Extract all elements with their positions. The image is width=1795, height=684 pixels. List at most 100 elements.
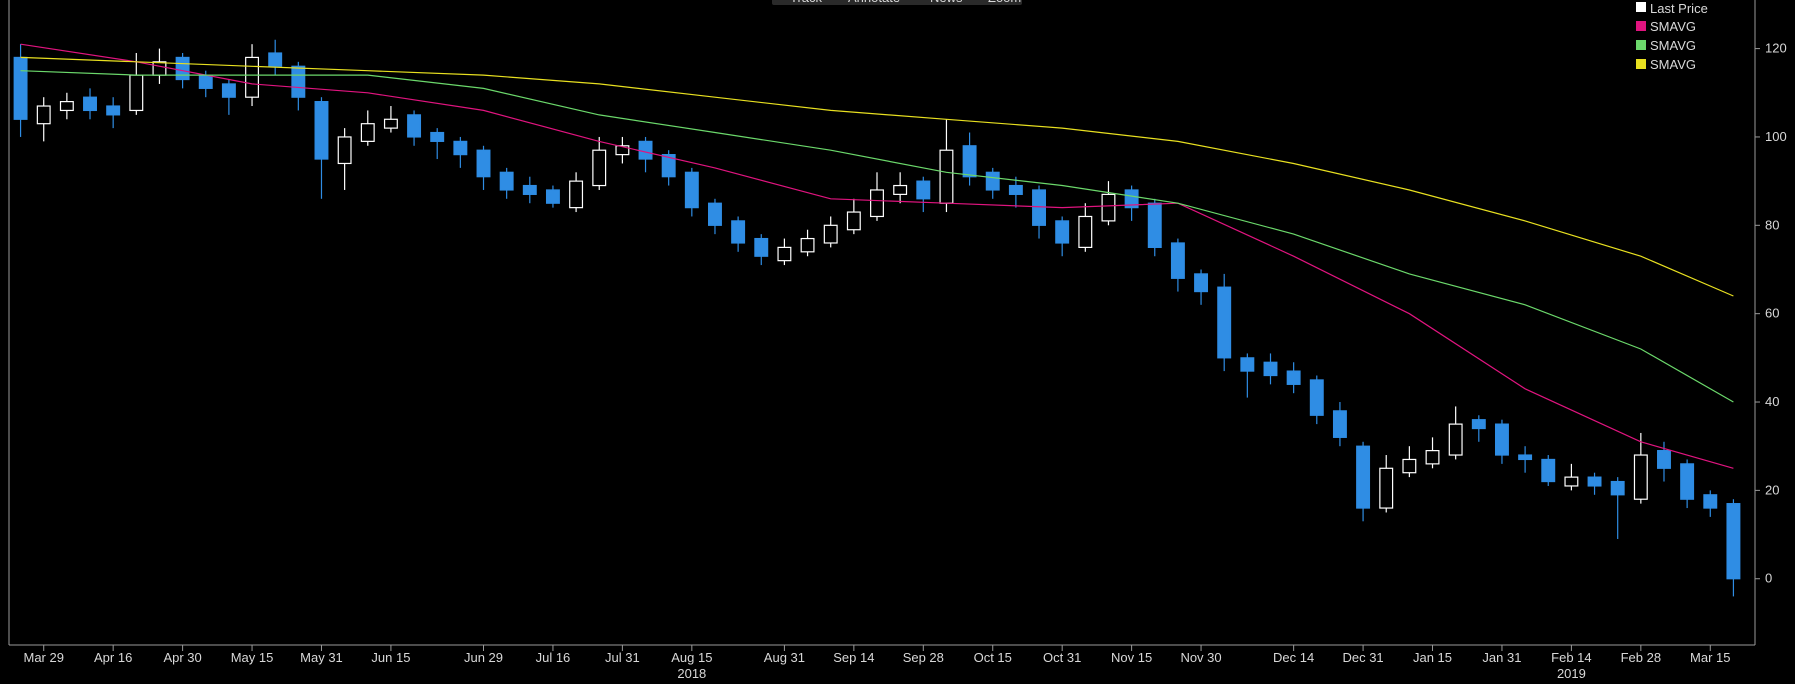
toolbar-button[interactable]: Annotate xyxy=(848,0,900,5)
candle-body xyxy=(430,131,445,142)
candle-body xyxy=(569,180,584,209)
candle-body xyxy=(846,211,861,231)
candle-body xyxy=(83,96,97,112)
candle-body xyxy=(1494,423,1509,456)
candle-body xyxy=(522,184,537,195)
candle-body xyxy=(1170,242,1185,279)
candle-body xyxy=(106,105,121,116)
candle-body xyxy=(291,65,306,98)
candle-body xyxy=(1101,193,1116,222)
candle-body xyxy=(1726,503,1741,580)
candle-body xyxy=(268,52,283,67)
legend-label: SMAVG xyxy=(1650,19,1696,34)
legend-swatch xyxy=(1636,59,1646,69)
x-tick-label: Oct 15 xyxy=(974,650,1012,665)
y-tick-label: 120 xyxy=(1765,41,1787,56)
x-tick-label: Dec 14 xyxy=(1273,650,1314,665)
x-tick-label: Sep 28 xyxy=(903,650,944,665)
x-tick-label: Apr 16 xyxy=(94,650,132,665)
candle-body xyxy=(314,101,329,160)
toolbar-button[interactable]: Zoom xyxy=(988,0,1021,5)
x-tick-label: Feb 14 xyxy=(1551,650,1591,665)
candle-body xyxy=(175,56,190,81)
candle-body xyxy=(939,149,954,204)
candle-body xyxy=(1633,454,1648,500)
candle-body xyxy=(1564,476,1579,487)
x-tick-label: Jan 15 xyxy=(1413,650,1452,665)
x-tick-label: May 15 xyxy=(231,650,274,665)
candle-body xyxy=(545,189,560,204)
candle-body xyxy=(383,118,398,129)
candle-body xyxy=(985,171,1000,191)
candle-body xyxy=(129,74,144,112)
candle-body xyxy=(36,105,51,125)
candle-body xyxy=(777,246,792,262)
x-tick-label: Apr 30 xyxy=(163,650,201,665)
legend-swatch xyxy=(1636,40,1646,50)
candle-body xyxy=(152,61,167,76)
x-tick-label: Nov 15 xyxy=(1111,650,1152,665)
toolbar xyxy=(772,0,1022,5)
x-tick-label: Aug 15 xyxy=(671,650,712,665)
y-tick-label: 0 xyxy=(1765,571,1772,586)
candle-body xyxy=(1078,215,1093,248)
legend-label: Last Price xyxy=(1650,1,1708,16)
legend-label: SMAVG xyxy=(1650,57,1696,72)
candle-body xyxy=(1332,410,1347,438)
sma-line xyxy=(20,43,1734,469)
year-label: 2019 xyxy=(1557,666,1586,681)
candle-body xyxy=(893,184,908,195)
y-tick-label: 100 xyxy=(1765,129,1787,144)
sma-line xyxy=(20,70,1734,403)
year-label: 2018 xyxy=(677,666,706,681)
x-tick-label: Jul 31 xyxy=(605,650,640,665)
candle-body xyxy=(1425,450,1440,465)
candle-body xyxy=(1032,189,1046,226)
candle-body xyxy=(1356,445,1371,509)
candle-body xyxy=(823,224,838,244)
candle-body xyxy=(916,180,931,200)
x-tick-label: Jan 31 xyxy=(1482,650,1521,665)
candle-body xyxy=(638,140,653,160)
x-tick-label: May 31 xyxy=(300,650,343,665)
toolbar-button[interactable]: News xyxy=(930,0,963,5)
candle-body xyxy=(1286,370,1301,385)
candle-body xyxy=(754,237,769,257)
candle-body xyxy=(661,154,676,178)
x-tick-label: Aug 31 xyxy=(764,650,805,665)
candle-body xyxy=(453,140,468,156)
x-tick-label: Mar 15 xyxy=(1690,650,1730,665)
toolbar-button[interactable]: Track xyxy=(790,0,823,5)
candle-body xyxy=(1587,476,1602,487)
y-tick-label: 80 xyxy=(1765,217,1779,232)
candle-body xyxy=(592,149,607,187)
candle-body xyxy=(1448,423,1463,456)
candle-body xyxy=(360,123,375,142)
candle-body xyxy=(1240,357,1255,372)
candle-body xyxy=(1471,419,1486,430)
candle-body xyxy=(1055,220,1070,244)
candle-body xyxy=(708,202,722,226)
candle-body xyxy=(1008,184,1023,195)
candle-body xyxy=(1379,467,1394,509)
x-tick-label: Dec 31 xyxy=(1342,650,1383,665)
legend-swatch xyxy=(1636,2,1646,12)
candle-body xyxy=(499,171,514,191)
x-tick-label: Nov 30 xyxy=(1180,650,1221,665)
x-tick-label: Jun 29 xyxy=(464,650,503,665)
x-tick-label: Oct 31 xyxy=(1043,650,1081,665)
x-tick-label: Mar 29 xyxy=(23,650,63,665)
candle-body xyxy=(407,114,422,138)
candle-body xyxy=(684,171,699,209)
candle-body xyxy=(1703,494,1718,509)
candle-body xyxy=(245,56,260,98)
candle-body xyxy=(59,101,74,112)
candle-body xyxy=(337,136,352,165)
candle-body xyxy=(1402,458,1417,474)
candle-body xyxy=(1657,450,1671,469)
candle-body xyxy=(800,237,815,253)
candle-body xyxy=(1124,189,1139,209)
